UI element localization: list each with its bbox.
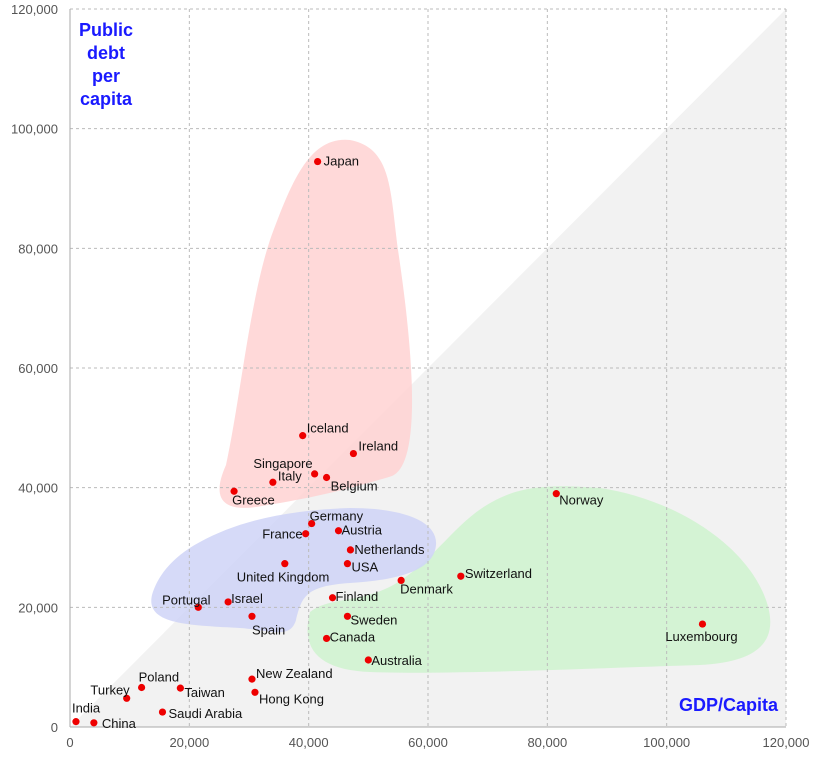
data-points <box>72 157 707 727</box>
point-label: Norway <box>559 493 604 508</box>
y-tick-label: 60,000 <box>18 361 58 376</box>
point-label: Ireland <box>358 439 398 454</box>
y-axis-title: Public debt per capita <box>79 20 133 109</box>
data-point <box>311 470 319 478</box>
y-tick-labels: 0 20,000 40,000 60,000 80,000 100,000 120,000 <box>11 2 58 735</box>
x-tick-labels: 0 20,000 40,000 60,000 80,000 100,000 120,000 <box>66 735 809 750</box>
data-point <box>194 603 202 611</box>
x-tick-label: 80,000 <box>527 735 567 750</box>
x-tick-label: 40,000 <box>289 735 329 750</box>
data-point <box>302 530 310 538</box>
data-point <box>322 634 331 643</box>
low-debt-region <box>307 486 771 673</box>
point-label: Germany <box>310 509 364 524</box>
point-label: Japan <box>324 154 359 169</box>
x-tick-label: 20,000 <box>169 735 209 750</box>
data-point <box>349 449 358 458</box>
point-label: USA <box>351 560 378 575</box>
point-label: Greece <box>232 492 275 507</box>
data-point <box>269 478 277 486</box>
high-debt-region <box>219 139 413 508</box>
y-axis-title-line: debt <box>87 43 125 63</box>
mid-debt-region <box>151 508 437 633</box>
point-label: United Kingdom <box>237 570 329 585</box>
data-point <box>334 527 343 535</box>
point-label: New Zealand <box>256 666 333 681</box>
data-point <box>230 487 238 495</box>
x-tick-label: 60,000 <box>408 735 448 750</box>
point-label: Israel <box>231 591 263 606</box>
data-point <box>138 683 146 692</box>
background-regions <box>70 9 786 727</box>
data-point <box>552 490 560 498</box>
x-axis-title: GDP/Capita <box>679 695 779 715</box>
point-label: Canada <box>330 629 376 644</box>
data-point <box>90 719 98 727</box>
y-axis-title-line: Public <box>79 20 133 40</box>
data-point <box>176 684 184 692</box>
data-point <box>346 546 355 554</box>
point-label: Singapore <box>253 456 312 471</box>
y-axis-title-line: capita <box>80 89 133 109</box>
point-label: Taiwan <box>184 685 224 700</box>
y-tick-label: 40,000 <box>18 481 58 496</box>
y-tick-label: 100,000 <box>11 122 58 137</box>
point-label: Spain <box>252 622 285 637</box>
data-point <box>299 432 307 440</box>
point-label: China <box>102 716 137 731</box>
data-point <box>308 519 316 528</box>
axes <box>69 9 786 728</box>
point-label: Italy <box>278 468 302 483</box>
data-point <box>251 688 259 696</box>
point-label: France <box>262 527 302 542</box>
data-point <box>457 572 465 580</box>
gridlines <box>70 8 787 727</box>
point-label: Finland <box>336 589 379 604</box>
point-label: Luxembourg <box>665 629 737 644</box>
data-point <box>343 612 352 620</box>
data-point <box>224 598 232 606</box>
y-tick-label: 0 <box>51 720 58 735</box>
point-label: Belgium <box>331 478 378 493</box>
x-tick-label: 120,000 <box>763 735 810 750</box>
x-tick-label: 100,000 <box>643 735 690 750</box>
y-axis-title-line: per <box>92 66 120 86</box>
point-label: Denmark <box>400 581 453 596</box>
data-point <box>248 612 256 620</box>
data-point <box>72 718 80 726</box>
data-point <box>322 473 331 482</box>
y-tick-label: 20,000 <box>18 600 58 615</box>
data-point <box>343 560 352 568</box>
point-label: Iceland <box>307 421 349 436</box>
point-label: Turkey <box>90 682 130 697</box>
data-point <box>364 656 372 664</box>
point-label: Hong Kong <box>259 691 324 706</box>
point-label: Poland <box>139 670 179 685</box>
point-label: Austria <box>342 523 383 538</box>
data-point <box>314 157 322 166</box>
data-point <box>281 560 289 568</box>
data-point <box>158 708 167 716</box>
data-point <box>698 620 707 628</box>
point-label: Netherlands <box>354 542 425 557</box>
y-tick-label: 120,000 <box>11 2 58 17</box>
data-point <box>328 594 337 602</box>
y-tick-label: 80,000 <box>18 241 58 256</box>
data-point <box>123 694 131 702</box>
point-label: Sweden <box>350 612 397 627</box>
point-label: Australia <box>371 653 422 668</box>
point-label: Switzerland <box>465 566 532 581</box>
data-point <box>248 675 256 683</box>
point-label: Portugal <box>162 592 211 607</box>
x-tick-label: 0 <box>66 735 73 750</box>
point-label: India <box>72 701 101 716</box>
data-point <box>397 576 405 585</box>
point-label: Saudi Arabia <box>168 706 242 721</box>
